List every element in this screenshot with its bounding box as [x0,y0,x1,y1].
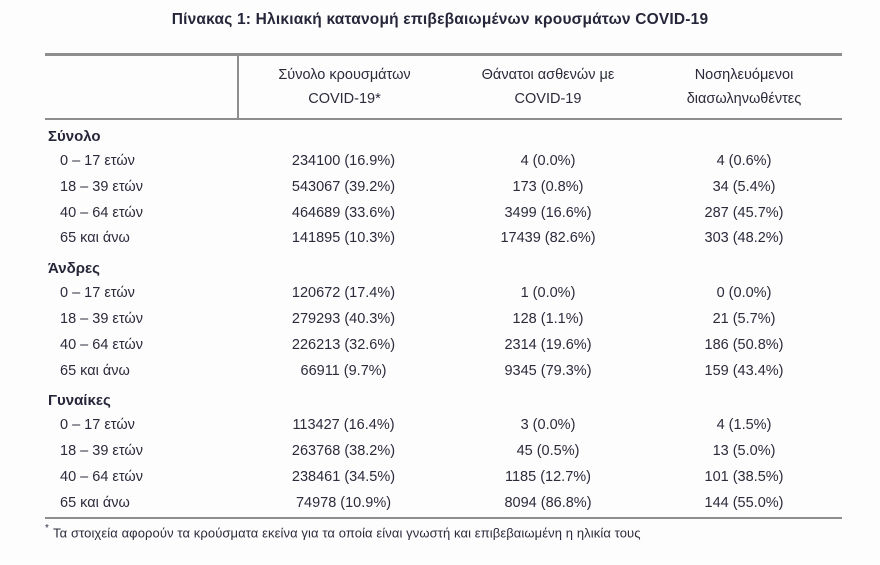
intubated-value: 159 (43.4%) [704,362,784,379]
cases-value: 226213 (32.6%) [291,336,396,353]
age-group-label: 0 – 17 ετών [60,153,135,169]
intubated-value: 34 (5.4%) [712,178,776,195]
section-total: Σύνολο 0 – 17 ετών 234100 (16.9%) 4 (0.0… [45,120,842,252]
intubated-value: 287 (45.7%) [704,204,784,221]
deaths-value: 173 (0.8%) [512,178,584,195]
age-group-label: 65 και άνω [60,230,130,247]
section-men: Άνδρες 0 – 17 ετών 120672 (17.4%) 1 (0.0… [45,252,842,384]
page-title: Πίνακας 1: Ηλικιακή κατανομή επιβεβαιωμέ… [171,11,709,28]
header-line: Νοσηλευόμενοι [694,67,794,83]
cases-value: 543067 (39.2%) [291,178,396,195]
header-line: διασωληνωθέντες [686,91,802,107]
header-line: Σύνολο κρουσμάτων [278,67,411,83]
deaths-value: 8094 (86.8%) [504,494,592,511]
age-group-label: 0 – 17 ετών [60,417,135,434]
deaths-value: 1 (0.0%) [520,285,576,302]
deaths-value: 2314 (19.6%) [504,336,592,353]
age-group-label: 40 – 64 ετών [60,204,143,221]
cases-value: 66911 (9.7%) [300,362,387,379]
cases-value: 113427 (16.4%) [292,417,395,434]
footnote-asterisk: * [45,522,49,534]
intubated-value: 21 (5.7%) [712,310,776,327]
intubated-value: 13 (5.0%) [712,443,776,460]
age-group-label: 18 – 39 ετών [60,443,143,460]
deaths-value: 3499 (16.6%) [504,204,592,221]
age-group-label: 18 – 39 ετών [60,310,143,327]
cases-value: 464689 (33.6%) [291,204,396,221]
section-header: Άνδρες [48,260,100,278]
header-cell-intubated: Νοσηλευόμενοι διασωληνωθέντες [646,56,842,118]
header-cell-empty [45,56,237,118]
section-header: Γυναίκες [48,392,111,410]
intubated-value: 303 (48.2%) [704,230,784,247]
header-cell-deaths: Θάνατοι ασθενών με COVID-19 [450,56,646,118]
intubated-value: 4 (1.5%) [716,417,772,434]
header-line: COVID-19 [514,91,582,107]
table-body: Σύνολο 0 – 17 ετών 234100 (16.9%) 4 (0.0… [45,120,842,517]
intubated-value: 0 (0.0%) [716,285,772,302]
header-line: Θάνατοι ασθενών με [481,67,615,83]
age-group-label: 65 και άνω [60,362,130,379]
table-row: 65 και άνω 66911 (9.7%) 9345 (79.3%) 159… [45,359,842,385]
intubated-value: 186 (50.8%) [704,336,784,353]
age-group-label: 0 – 17 ετών [60,285,135,302]
age-group-label: 40 – 64 ετών [60,336,143,353]
table-row: 0 – 17 ετών 120672 (17.4%) 1 (0.0%) 0 (0… [45,281,842,307]
cases-value: 234100 (16.9%) [291,153,396,169]
age-group-label: 18 – 39 ετών [60,178,143,195]
intubated-value: 4 (0.6%) [716,153,772,169]
cases-value: 141895 (10.3%) [291,230,396,247]
table-row: 40 – 64 ετών 226213 (32.6%) 2314 (19.6%)… [45,333,842,359]
section-women: Γυναίκες 0 – 17 ετών 113427 (16.4%) 3 (0… [45,384,842,516]
table-row: 65 και άνω 74978 (10.9%) 8094 (86.8%) 14… [45,491,842,517]
header-cell-total-cases: Σύνολο κρουσμάτων COVID-19* [237,56,450,118]
table-row: 18 – 39 ετών 543067 (39.2%) 173 (0.8%) 3… [45,175,842,201]
intubated-value: 101 (38.5%) [704,468,784,485]
deaths-value: 9345 (79.3%) [504,362,592,379]
intubated-value: 144 (55.0%) [704,494,784,511]
table-row: 0 – 17 ετών 113427 (16.4%) 3 (0.0%) 4 (1… [45,413,842,439]
cases-value: 263768 (38.2%) [291,443,396,460]
cases-value: 238461 (34.5%) [291,468,396,485]
cases-value: 120672 (17.4%) [291,285,396,302]
deaths-value: 45 (0.5%) [516,443,580,460]
table-row: 0 – 17 ετών 234100 (16.9%) 4 (0.0%) 4 (0… [45,149,842,175]
cases-value: 74978 (10.9%) [295,494,392,511]
age-group-label: 40 – 64 ετών [60,468,143,485]
covid-age-table: Σύνολο κρουσμάτων COVID-19* Θάνατοι ασθε… [45,53,842,519]
table-row: 18 – 39 ετών 279293 (40.3%) 128 (1.1%) 2… [45,307,842,333]
cases-value: 279293 (40.3%) [291,310,396,327]
section-header: Σύνολο [48,128,101,145]
table-row: 40 – 64 ετών 238461 (34.5%) 1185 (12.7%)… [45,465,842,491]
header-line: COVID-19* [308,91,381,107]
deaths-value: 4 (0.0%) [520,153,576,169]
footnote: * Τα στοιχεία αφορούν τα κρούσματα εκείνα… [45,522,880,540]
deaths-value: 3 (0.0%) [520,417,576,434]
table-row: 40 – 64 ετών 464689 (33.6%) 3499 (16.6%)… [45,201,842,227]
table-header-row: Σύνολο κρουσμάτων COVID-19* Θάνατοι ασθε… [45,56,842,120]
deaths-value: 128 (1.1%) [512,310,584,327]
deaths-value: 1185 (12.7%) [505,468,591,485]
table-row: 18 – 39 ετών 263768 (38.2%) 45 (0.5%) 13… [45,439,842,465]
table-row: 65 και άνω 141895 (10.3%) 17439 (82.6%) … [45,226,842,252]
age-group-label: 65 και άνω [60,494,130,511]
deaths-value: 17439 (82.6%) [500,230,596,247]
footnote-text: Τα στοιχεία αφορούν τα κρούσματα εκείνα … [53,524,641,540]
